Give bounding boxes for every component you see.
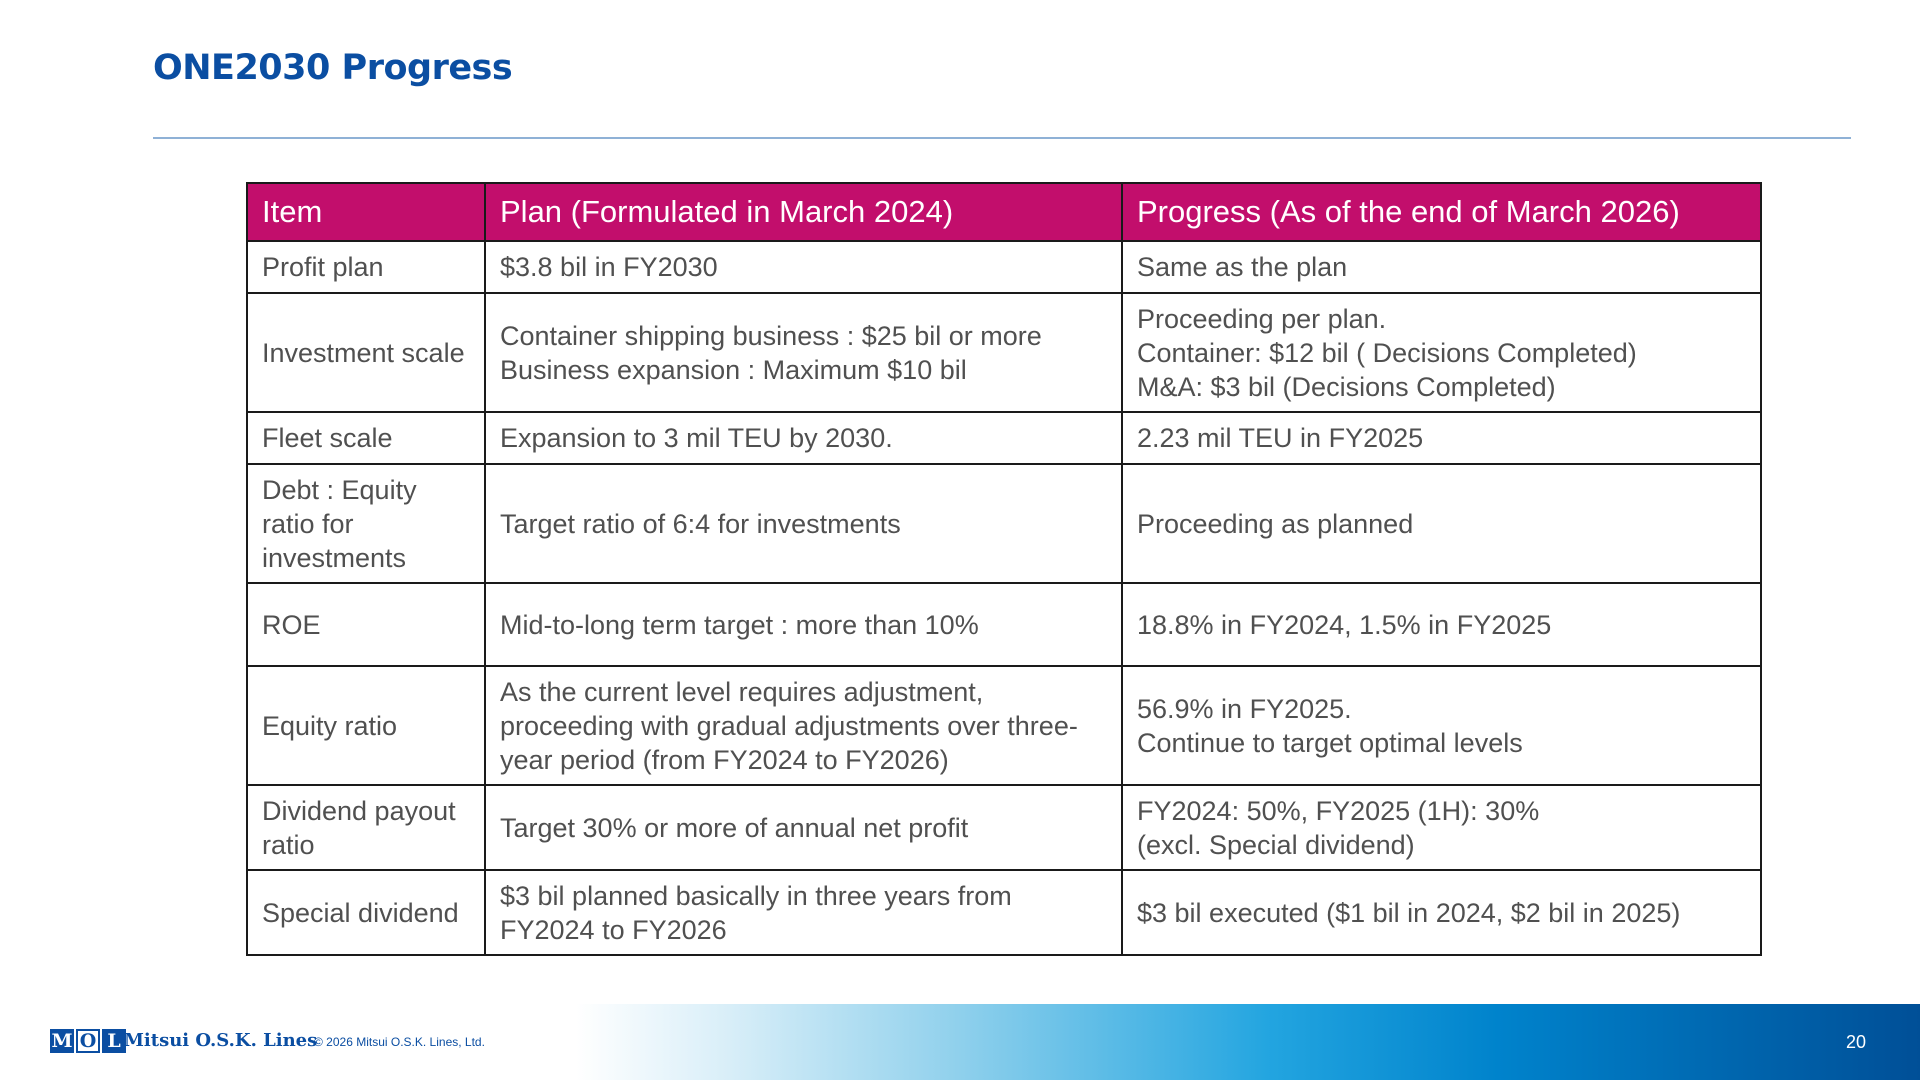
- column-header-plan: Plan (Formulated in March 2024): [484, 182, 1123, 242]
- row-progress-cell: 2.23 mil TEU in FY2025: [1121, 411, 1762, 465]
- row-item-cell: Fleet scale: [246, 411, 486, 465]
- footer-gradient-bar: [0, 1004, 1920, 1080]
- copyright-notice: © 2026 Mitsui O.S.K. Lines, Ltd.: [314, 1035, 485, 1049]
- table-row: Fleet scale Expansion to 3 mil TEU by 20…: [246, 411, 1762, 465]
- row-plan-cell: Mid-to-long term target : more than 10%: [484, 582, 1123, 667]
- logo-letter-m: M: [50, 1029, 74, 1053]
- company-name: Mitsui O.S.K. Lines: [124, 1030, 318, 1051]
- row-progress-cell: Proceeding per plan. Container: $12 bil …: [1121, 292, 1762, 413]
- row-progress-cell: FY2024: 50%, FY2025 (1H): 30% (excl. Spe…: [1121, 784, 1762, 871]
- mol-logo: M O L: [50, 1029, 126, 1053]
- row-item-cell: Dividend payout ratio: [246, 784, 486, 871]
- row-item-cell: Debt : Equity ratio for investments: [246, 463, 486, 584]
- row-plan-cell: $3.8 bil in FY2030: [484, 240, 1123, 294]
- column-header-progress: Progress (As of the end of March 2026): [1121, 182, 1762, 242]
- row-progress-cell: 18.8% in FY2024, 1.5% in FY2025: [1121, 582, 1762, 667]
- row-item-cell: ROE: [246, 582, 486, 667]
- progress-table: Item Plan (Formulated in March 2024) Pro…: [246, 182, 1762, 956]
- row-plan-cell: As the current level requires adjustment…: [484, 665, 1123, 786]
- title-divider: [153, 137, 1851, 139]
- table-row: Dividend payout ratio Target 30% or more…: [246, 784, 1762, 871]
- row-item-cell: Profit plan: [246, 240, 486, 294]
- page-number: 20: [1845, 1032, 1866, 1052]
- row-progress-cell: Same as the plan: [1121, 240, 1762, 294]
- row-progress-cell: 56.9% in FY2025. Continue to target opti…: [1121, 665, 1762, 786]
- row-plan-cell: Container shipping business : $25 bil or…: [484, 292, 1123, 413]
- logo-letter-o: O: [76, 1029, 100, 1053]
- row-item-cell: Special dividend: [246, 869, 486, 956]
- row-plan-cell: Expansion to 3 mil TEU by 2030.: [484, 411, 1123, 465]
- row-progress-cell: Proceeding as planned: [1121, 463, 1762, 584]
- table-row: Special dividend $3 bil planned basicall…: [246, 869, 1762, 956]
- table-row: ROE Mid-to-long term target : more than …: [246, 582, 1762, 667]
- row-plan-cell: Target 30% or more of annual net profit: [484, 784, 1123, 871]
- table-row: Debt : Equity ratio for investments Targ…: [246, 463, 1762, 584]
- column-header-item: Item: [246, 182, 486, 242]
- table-row: Equity ratio As the current level requir…: [246, 665, 1762, 786]
- row-plan-cell: Target ratio of 6:4 for investments: [484, 463, 1123, 584]
- logo-letter-l: L: [102, 1029, 126, 1053]
- row-item-cell: Equity ratio: [246, 665, 486, 786]
- row-item-cell: Investment scale: [246, 292, 486, 413]
- row-plan-cell: $3 bil planned basically in three years …: [484, 869, 1123, 956]
- row-progress-cell: $3 bil executed ($1 bil in 2024, $2 bil …: [1121, 869, 1762, 956]
- table-row: Profit plan $3.8 bil in FY2030 Same as t…: [246, 240, 1762, 294]
- table-header-row: Item Plan (Formulated in March 2024) Pro…: [246, 182, 1762, 242]
- table-row: Investment scale Container shipping busi…: [246, 292, 1762, 413]
- page-title: ONE2030 Progress: [153, 48, 513, 88]
